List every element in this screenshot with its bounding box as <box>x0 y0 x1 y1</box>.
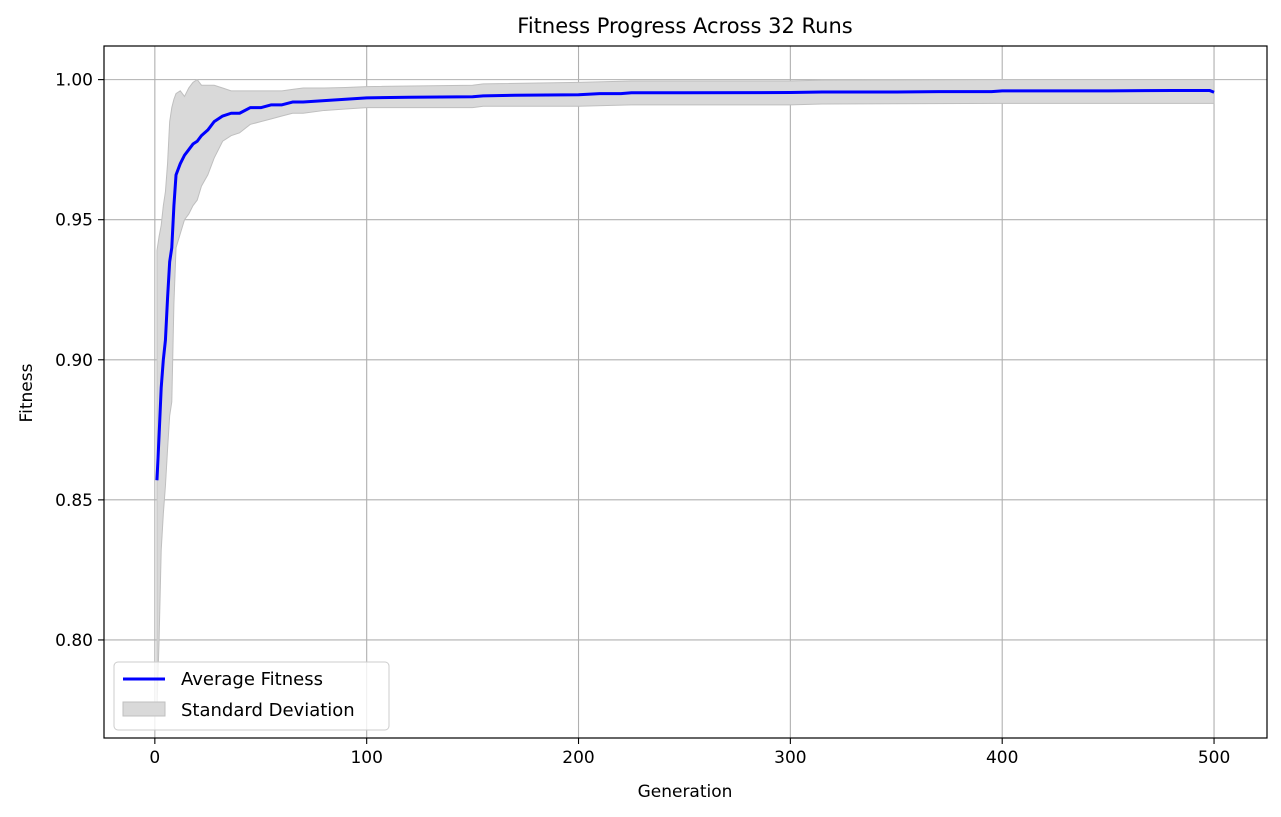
std-deviation-band <box>156 78 1215 710</box>
x-axis-ticks: 0 100 200 300 400 500 <box>149 738 1230 768</box>
y-tick-label: 0.95 <box>55 211 93 231</box>
legend-label-stddev: Standard Deviation <box>181 700 355 721</box>
average-fitness-line <box>155 89 1215 481</box>
x-axis-label: Generation <box>638 782 733 802</box>
grid-lines <box>104 46 1267 738</box>
y-tick-label: 0.80 <box>55 631 93 651</box>
legend-label-average: Average Fitness <box>181 669 323 690</box>
legend-box <box>113 661 390 731</box>
x-tick-label: 400 <box>986 748 1018 768</box>
y-tick-label: 0.90 <box>55 351 93 371</box>
x-tick-label: 200 <box>562 748 594 768</box>
y-axis-ticks: 0.80 0.85 0.90 0.95 1.00 <box>55 71 104 651</box>
legend: Average Fitness Standard Deviation <box>113 661 390 731</box>
average-line-layer <box>155 89 1215 481</box>
y-tick-label: 1.00 <box>55 71 93 91</box>
x-tick-label: 0 <box>149 748 160 768</box>
x-tick-label: 300 <box>774 748 806 768</box>
x-tick-label: 100 <box>350 748 382 768</box>
y-tick-label: 0.85 <box>55 491 93 511</box>
legend-band-swatch <box>122 701 166 717</box>
x-tick-label: 500 <box>1198 748 1230 768</box>
chart-title: Fitness Progress Across 32 Runs <box>517 14 852 38</box>
std-band-layer <box>156 78 1215 710</box>
plot-frame <box>103 45 1268 739</box>
y-axis-label: Fitness <box>17 363 37 422</box>
